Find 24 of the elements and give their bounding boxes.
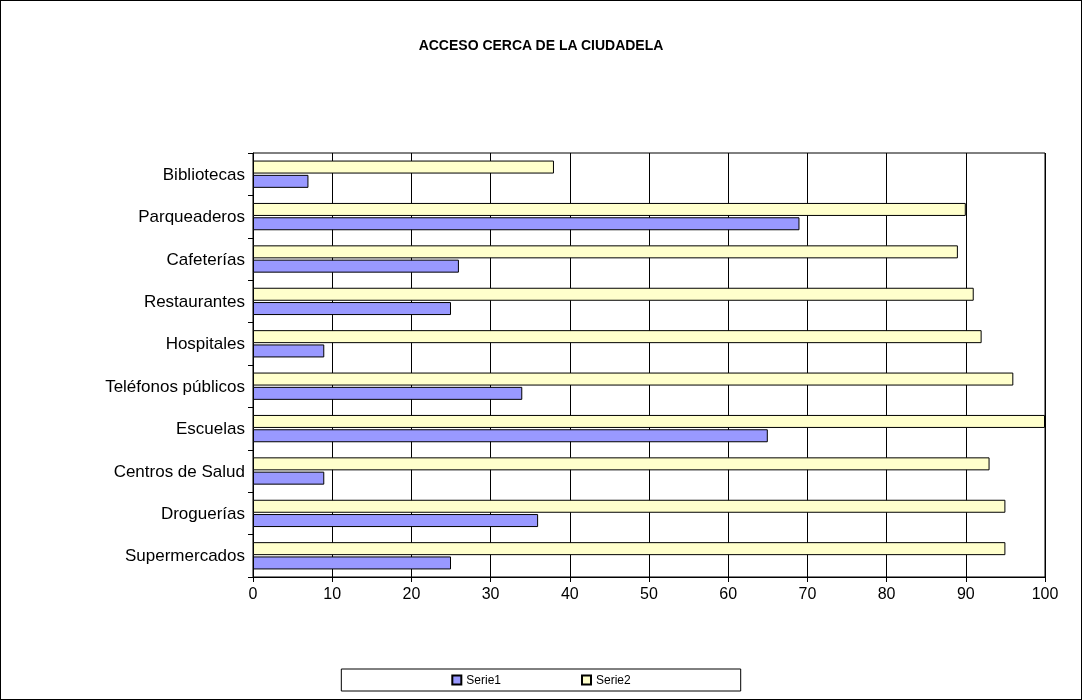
y-tick-label: Cafeterías: [166, 249, 245, 269]
y-tick-label: Parqueaderos: [138, 207, 245, 227]
x-tick-label: 30: [481, 584, 500, 602]
x-tick-label: 40: [560, 584, 579, 602]
y-tick-label: Teléfonos públicos: [105, 376, 245, 396]
y-tick-label: Bibliotecas: [162, 164, 245, 184]
x-tick-label: 60: [719, 584, 738, 602]
y-tick-label: Centros de Salud: [113, 461, 245, 481]
y-tick-label: Restaurantes: [143, 291, 245, 311]
x-tick-label: 90: [956, 584, 975, 602]
y-tick-label: Droguerías: [160, 503, 245, 523]
x-tick-label: 50: [640, 584, 658, 602]
legend-label: Serie2: [596, 673, 632, 687]
x-tick-label: 100: [1031, 584, 1059, 602]
chart-title: ACCESO CERCA DE LA CIUDADELA: [418, 37, 664, 53]
y-tick-label: Supermercados: [124, 546, 245, 566]
x-tick-label: 0: [248, 584, 258, 602]
x-tick-label: 80: [877, 584, 896, 602]
x-tick-label: 20: [402, 584, 421, 602]
y-tick-label: Escuelas: [176, 419, 245, 439]
x-tick-label: 10: [323, 584, 342, 602]
y-tick-label: Hospitales: [165, 334, 245, 354]
x-tick-label: 70: [798, 584, 817, 602]
legend-label: Serie1: [466, 673, 502, 687]
